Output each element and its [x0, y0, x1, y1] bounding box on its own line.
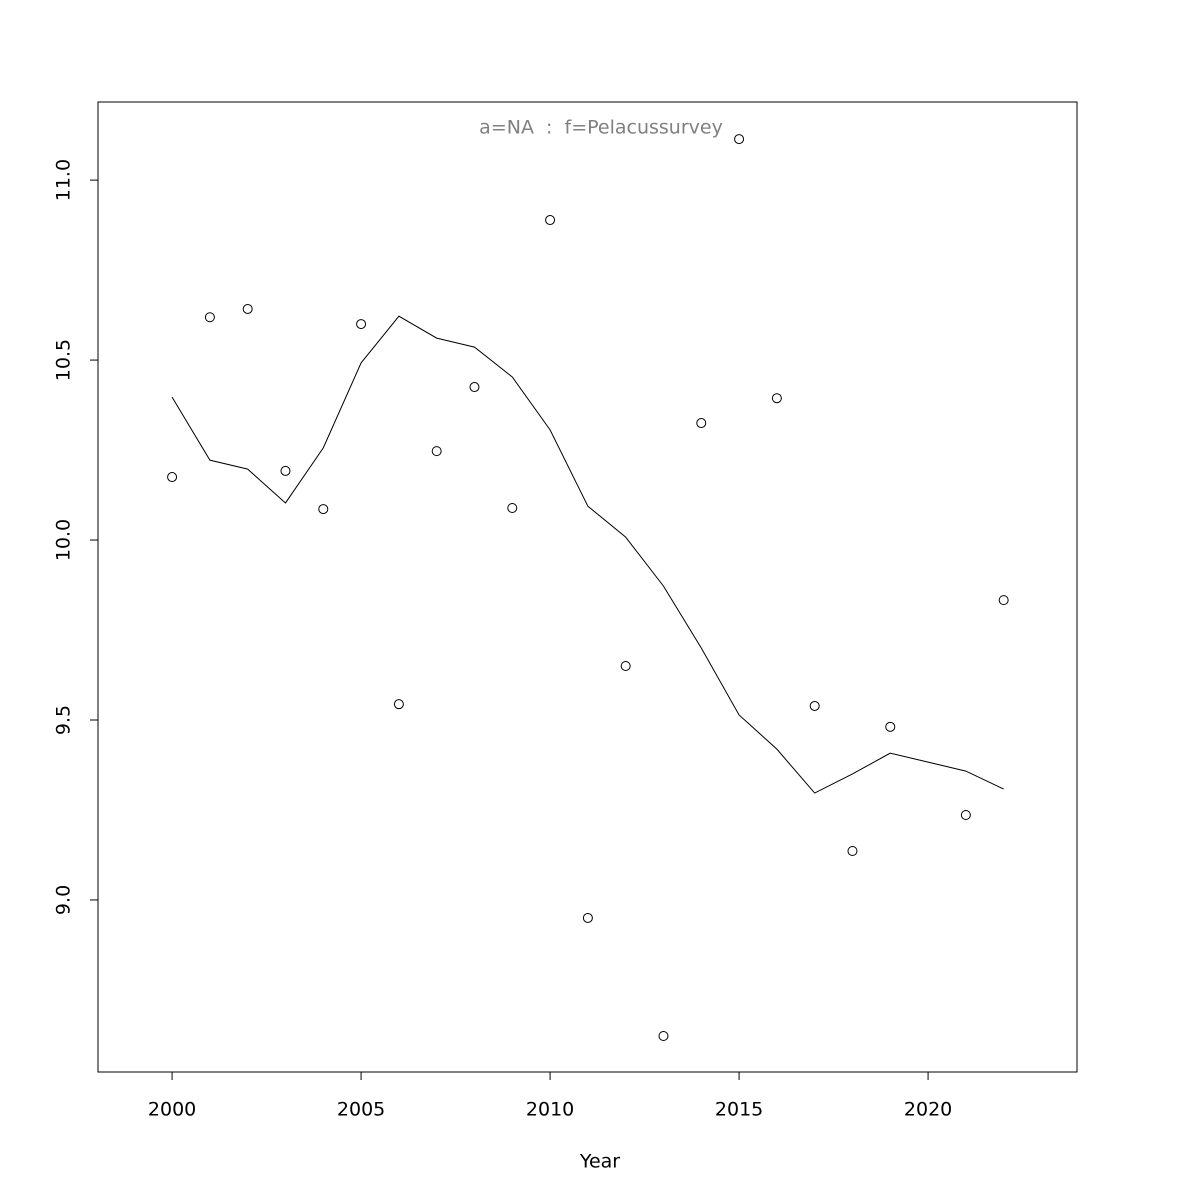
- data-point: [696, 418, 707, 429]
- data-point: [318, 504, 329, 515]
- data-point: [356, 319, 367, 330]
- data-point: [431, 446, 442, 457]
- data-point: [469, 382, 480, 393]
- data-point: [393, 699, 404, 710]
- data-point: [960, 810, 971, 821]
- y-tick-label: 10.0: [53, 519, 75, 561]
- data-point: [242, 303, 253, 314]
- data-point: [545, 215, 556, 226]
- x-tick-label: 2015: [715, 1099, 763, 1121]
- x-tick-label: 2010: [526, 1099, 574, 1121]
- data-point: [847, 846, 858, 857]
- data-point: [734, 134, 745, 145]
- y-tick-label: 9.0: [53, 885, 75, 915]
- data-point: [204, 312, 215, 323]
- y-tick-label: 11.0: [53, 159, 75, 201]
- data-point: [771, 393, 782, 404]
- data-point: [280, 465, 291, 476]
- x-tick-label: 2020: [904, 1099, 952, 1121]
- trend-line: [171, 315, 1004, 794]
- data-point: [167, 472, 178, 483]
- data-point: [507, 502, 518, 513]
- data-point: [809, 700, 820, 711]
- x-tick-label: 2000: [148, 1099, 196, 1121]
- data-point: [998, 595, 1009, 606]
- plot-frame: [97, 101, 1078, 1073]
- y-tick-label: 10.5: [53, 339, 75, 381]
- data-point: [658, 1031, 669, 1042]
- data-point: [620, 661, 631, 672]
- data-point: [582, 912, 593, 923]
- data-point: [885, 721, 896, 732]
- x-tick-label: 2005: [337, 1099, 385, 1121]
- y-tick-label: 9.5: [53, 705, 75, 735]
- chart-title: a=NA : f=Pelacussurvey: [479, 117, 723, 139]
- x-axis-label: Year: [579, 1151, 620, 1173]
